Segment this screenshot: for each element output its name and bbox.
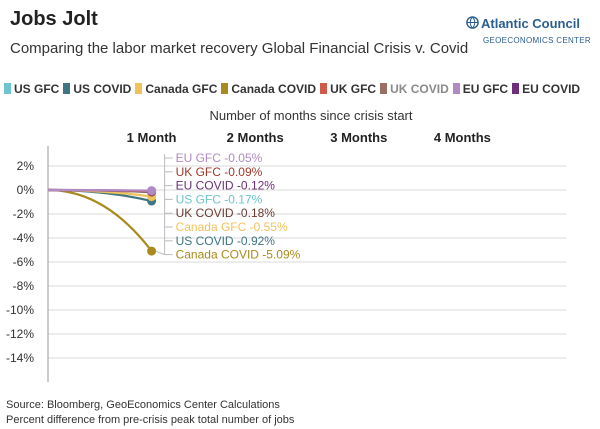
legend-swatch (512, 82, 520, 94)
logo-name: Atlantic Council (481, 16, 580, 31)
chart-legend: US GFC US COVID Canada GFC Canada COVID UK G… (4, 80, 600, 96)
chart-footer: Source: Bloomberg, GeoEconomics Center C… (6, 398, 294, 428)
y-tick-label: 0% (17, 183, 35, 197)
atlantic-council-logo: Atlantic Council GEOECONOMICS CENTER (466, 14, 594, 50)
x-tick-label: 1 Month (127, 130, 177, 145)
legend-label: UK COVID (390, 81, 449, 96)
annotation-label: UK GFC -0.09% (176, 165, 263, 179)
legend-label: Canada GFC (145, 81, 218, 96)
chart-plot: Number of months since crisis start 1 Mon… (6, 108, 566, 382)
legend-swatch (4, 82, 11, 94)
annotation-label: EU COVID -0.12% (176, 179, 276, 193)
annotation-label: US GFC -0.17% (176, 192, 263, 206)
legend-item[interactable]: UK COVID (380, 82, 449, 96)
legend-label: EU GFC (462, 81, 509, 96)
logo-subname: GEOECONOMICS CENTER (483, 36, 591, 45)
legend-label: UK GFC (330, 81, 377, 96)
chart-title: Jobs Jolt (10, 8, 98, 30)
y-tick-label: -2% (13, 207, 35, 221)
unit-note: Percent difference from pre-crisis peak … (6, 414, 295, 426)
y-tick-label: -6% (13, 255, 35, 269)
annotation-connector (155, 250, 165, 256)
legend-label: EU COVID (522, 81, 581, 96)
legend-item[interactable]: US COVID (63, 82, 131, 96)
legend-swatch (320, 82, 328, 94)
source-note: Source: Bloomberg, GeoEconomics Center C… (6, 399, 280, 411)
legend-item[interactable]: UK GFC (320, 82, 376, 96)
legend-swatch (380, 82, 388, 94)
annotation-label: Canada COVID -5.09% (176, 248, 301, 262)
series-marker (147, 186, 157, 196)
y-tick-label: -8% (13, 279, 35, 293)
legend-item[interactable]: US GFC (4, 82, 59, 96)
annotation-label: US COVID -0.92% (176, 234, 276, 248)
y-tick-label: -4% (13, 231, 35, 245)
annotation-label: EU GFC -0.05% (176, 151, 263, 165)
y-tick-label: -14% (6, 351, 34, 365)
series-marker (147, 246, 157, 256)
series-line (47, 188, 152, 192)
legend-swatch (135, 82, 143, 94)
chart-subtitle: Comparing the labor market recovery Glob… (10, 40, 469, 57)
x-tick-label: 2 Months (227, 130, 284, 145)
legend-label: US GFC (14, 81, 60, 96)
series-line (47, 188, 153, 252)
legend-swatch (63, 82, 71, 94)
x-axis-label: Number of months since crisis start (209, 108, 412, 123)
legend-item[interactable]: Canada COVID (221, 82, 316, 96)
legend-label: Canada COVID (231, 81, 317, 96)
annotation-label: UK COVID -0.18% (176, 206, 276, 220)
y-tick-label: 2% (17, 159, 35, 173)
legend-swatch (452, 82, 460, 94)
x-tick-label: 4 Months (434, 130, 491, 145)
globe-icon (466, 16, 479, 29)
annotation-label: Canada GFC -0.55% (176, 220, 288, 234)
legend-item[interactable]: EU GFC (452, 81, 509, 96)
legend-item[interactable]: EU COVID (512, 82, 580, 96)
x-tick-label: 3 Months (330, 130, 387, 145)
legend-swatch (221, 82, 229, 94)
y-tick-label: -12% (6, 327, 34, 341)
y-tick-label: -10% (6, 303, 34, 317)
legend-item[interactable]: Canada GFC (135, 82, 217, 96)
legend-label: US COVID (73, 81, 132, 96)
